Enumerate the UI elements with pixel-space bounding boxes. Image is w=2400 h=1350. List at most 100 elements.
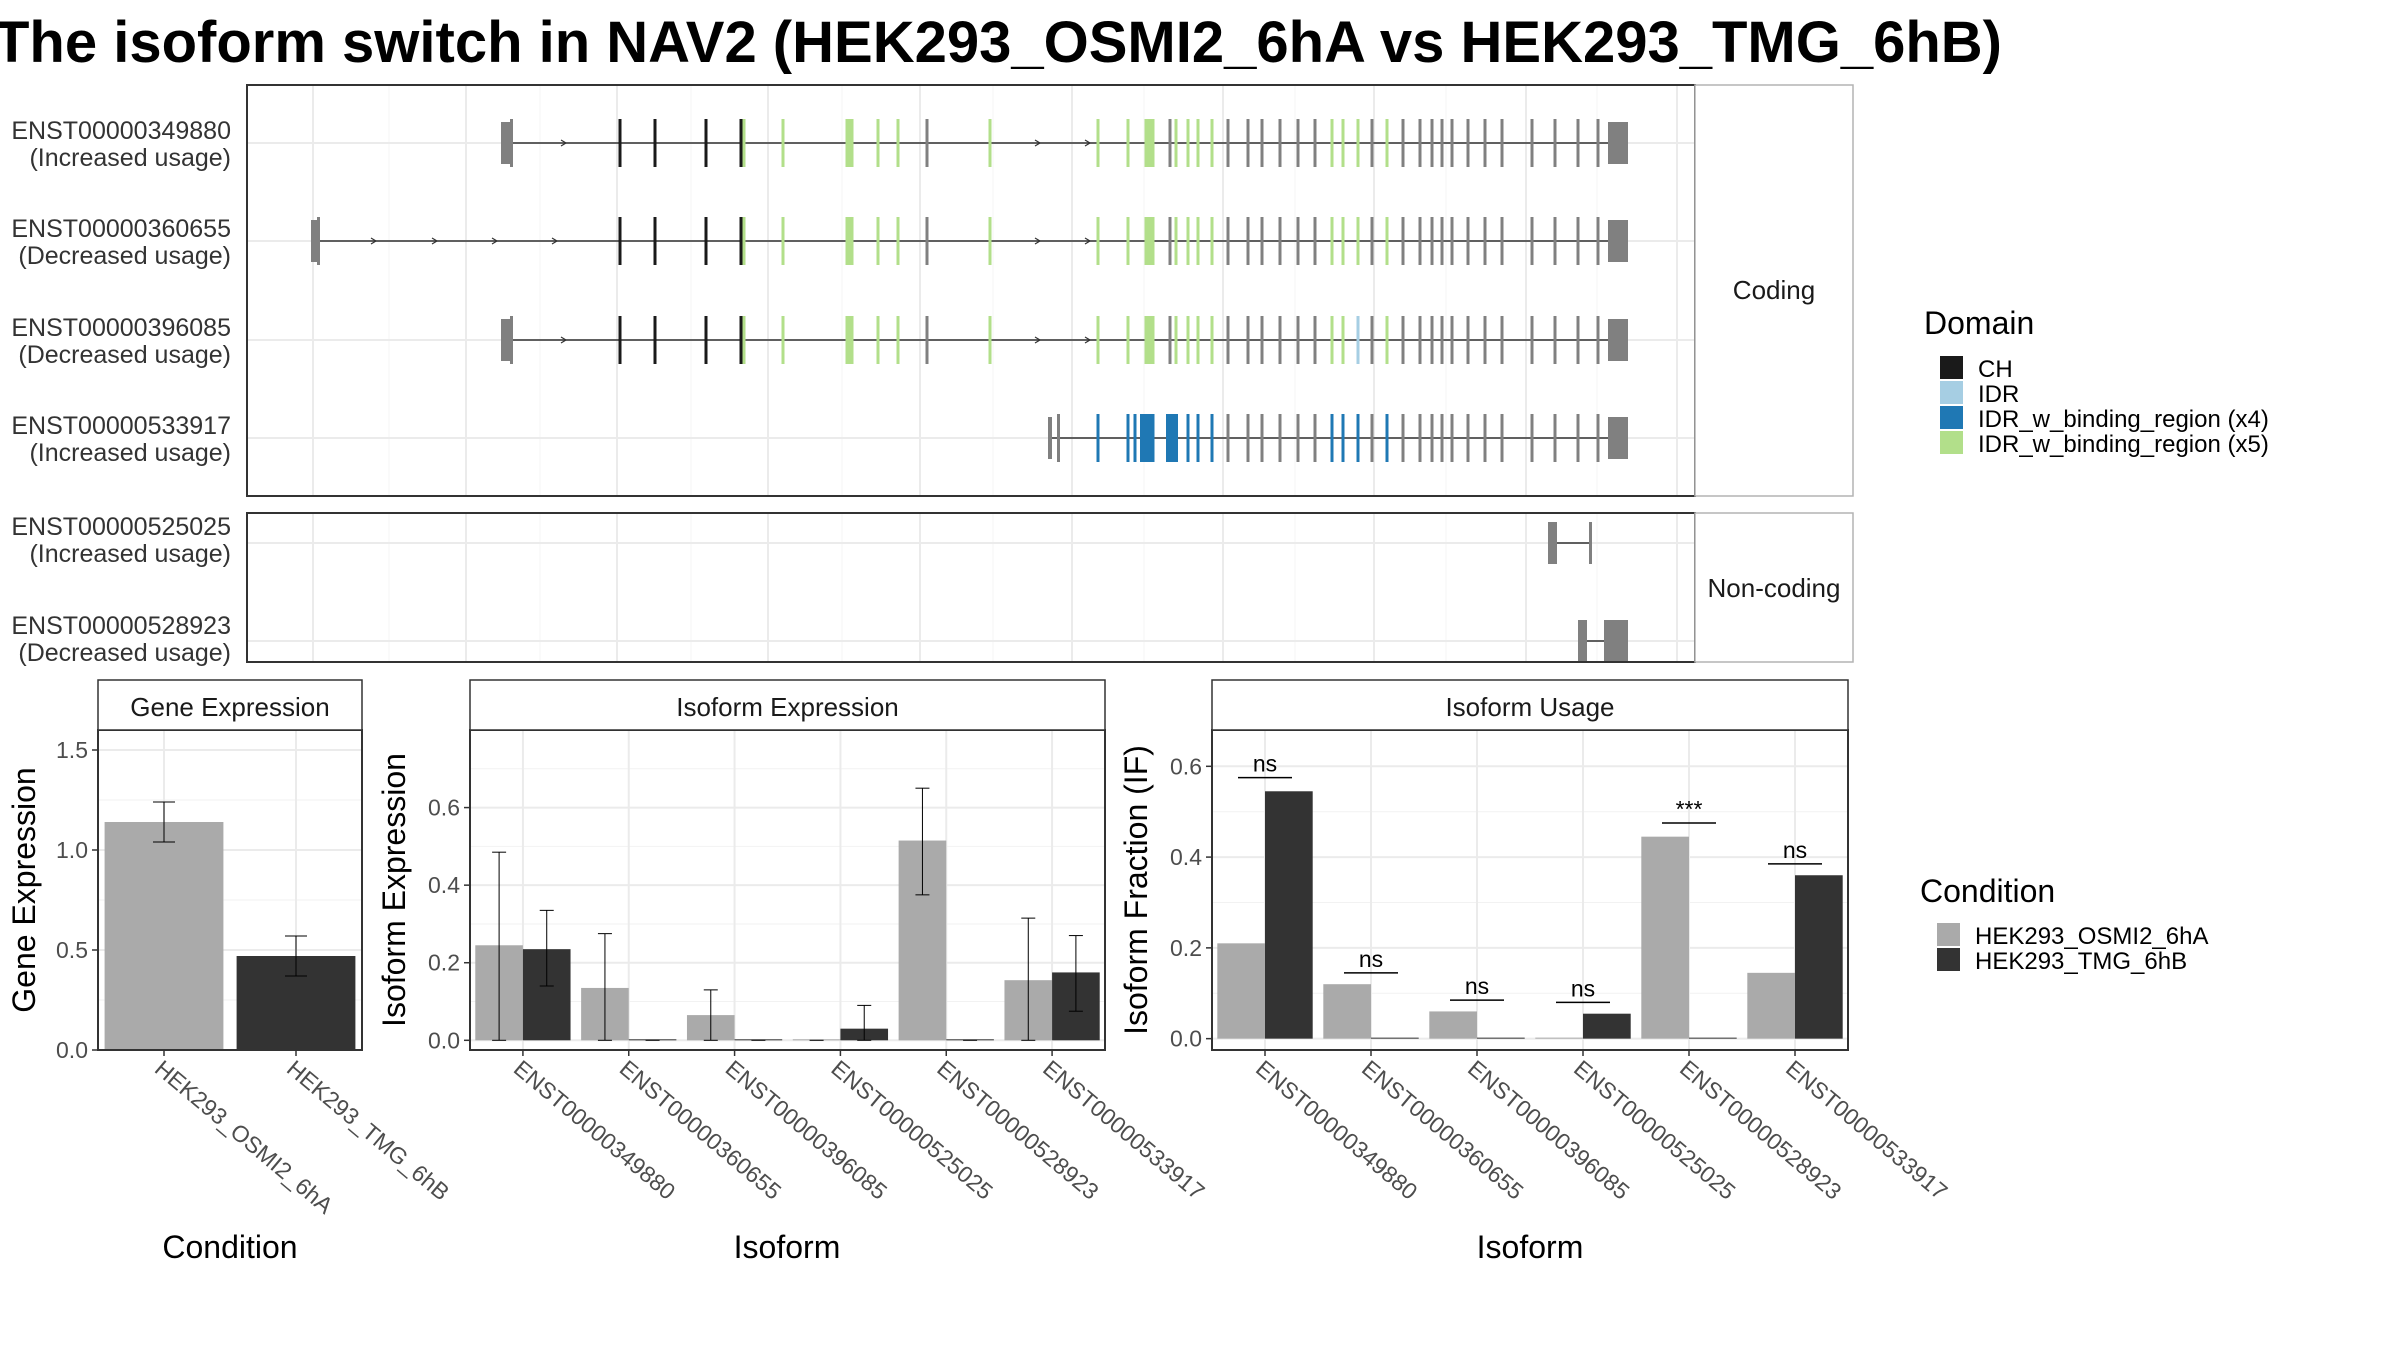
exon — [1450, 414, 1454, 462]
domain-exon — [1385, 119, 1389, 167]
domain-exon — [1341, 414, 1345, 462]
exon — [1226, 414, 1230, 462]
exon — [1278, 316, 1282, 364]
strand-arrow — [560, 336, 568, 344]
domain-exon — [896, 217, 900, 265]
plot-background — [1212, 730, 1848, 1050]
domain-exon — [781, 316, 785, 364]
domain-exon — [1330, 217, 1334, 265]
exon — [1418, 414, 1422, 462]
significance-label: ns — [1359, 946, 1383, 972]
y-tick-label: 1.0 — [56, 837, 88, 863]
panel-strip-label: Isoform Expression — [676, 692, 899, 722]
exon — [1450, 119, 1454, 167]
domain-exon — [1133, 414, 1137, 462]
bar — [1371, 1037, 1419, 1039]
domain-exon — [848, 316, 853, 364]
domain-exon — [1186, 217, 1190, 265]
domain-exon — [845, 119, 849, 167]
exon — [1226, 316, 1230, 364]
strand-arrow — [431, 237, 439, 245]
exon — [1168, 119, 1172, 167]
domain-exon — [1166, 414, 1178, 462]
exon — [1370, 119, 1374, 167]
exon — [1401, 119, 1405, 167]
domain-exon — [704, 316, 708, 364]
exon — [1596, 414, 1600, 462]
exon — [317, 217, 320, 265]
strand-arrow — [1084, 139, 1092, 147]
y-axis-title: Gene Expression — [6, 767, 42, 1012]
exon — [510, 316, 513, 364]
domain-exon — [1096, 217, 1100, 265]
exon — [1260, 316, 1264, 364]
domain-exon — [1146, 119, 1154, 167]
domain-exon — [1330, 414, 1334, 462]
coding-facet-label: Coding — [1733, 275, 1815, 305]
exon — [1576, 119, 1580, 167]
exon — [1296, 316, 1300, 364]
exon — [1246, 217, 1250, 265]
bar — [1535, 1037, 1583, 1039]
exon — [1430, 119, 1434, 167]
legend-key-osmi2 — [1937, 923, 1960, 946]
exon — [1370, 414, 1374, 462]
exon — [1246, 414, 1250, 462]
exon — [1553, 217, 1557, 265]
domain-exon — [1174, 217, 1178, 265]
domain-exon — [1330, 316, 1334, 364]
strand-arrow — [560, 139, 568, 147]
exon — [1450, 217, 1454, 265]
domain-exon — [781, 217, 785, 265]
exon — [1260, 414, 1264, 462]
domain-legend: Domain CH IDR IDR_w_binding_region (x4) … — [1924, 305, 2269, 458]
domain-exon — [1126, 217, 1130, 265]
domain-exon — [618, 217, 622, 265]
exon — [1430, 414, 1434, 462]
domain-exon — [1196, 119, 1200, 167]
exon — [1418, 119, 1422, 167]
domain-exon — [742, 316, 746, 364]
significance-label: ns — [1253, 751, 1277, 777]
exon — [1313, 217, 1317, 265]
exon — [1483, 217, 1487, 265]
domain-exon — [1146, 316, 1154, 364]
legend-label-idr-binding-x4: IDR_w_binding_region (x4) — [1978, 406, 2269, 433]
legend-key-tmg — [1937, 948, 1960, 971]
panel-strip-label: Isoform Usage — [1445, 692, 1614, 722]
isoform-label-status: (Increased usage) — [29, 144, 231, 172]
y-tick-label: 0.4 — [428, 872, 460, 898]
utr-exon — [1608, 122, 1628, 164]
exon — [1260, 217, 1264, 265]
y-tick-label: 0.0 — [56, 1037, 88, 1063]
legend-key-idr-binding-x5 — [1940, 431, 1963, 454]
strand-arrow — [491, 237, 499, 245]
exon — [1296, 414, 1300, 462]
exon — [1370, 316, 1374, 364]
bar — [1217, 943, 1265, 1039]
exon — [1168, 316, 1172, 364]
y-tick-label: 0.0 — [1170, 1026, 1202, 1052]
domain-exon — [739, 119, 743, 167]
domain-exon — [1096, 119, 1100, 167]
isoform-label-status: (Increased usage) — [29, 439, 231, 467]
domain-exon — [1356, 316, 1360, 364]
exon — [1553, 119, 1557, 167]
significance-label: ns — [1783, 837, 1807, 863]
bar — [1795, 875, 1843, 1039]
legend-key-idr-binding-x4 — [1940, 406, 1963, 429]
domain-exon — [1096, 316, 1100, 364]
exon — [1530, 316, 1534, 364]
bar — [1747, 972, 1795, 1039]
exon — [1260, 119, 1264, 167]
exon — [1530, 217, 1534, 265]
domain-exon — [704, 119, 708, 167]
exon — [1430, 217, 1434, 265]
exon — [1483, 316, 1487, 364]
y-tick-label: 1.5 — [56, 737, 88, 763]
isoform-label-status: (Decreased usage) — [18, 341, 231, 369]
domain-exon — [1356, 217, 1360, 265]
domain-exon — [653, 119, 657, 167]
strand-arrow — [1084, 237, 1092, 245]
utr-exon — [1048, 417, 1052, 459]
